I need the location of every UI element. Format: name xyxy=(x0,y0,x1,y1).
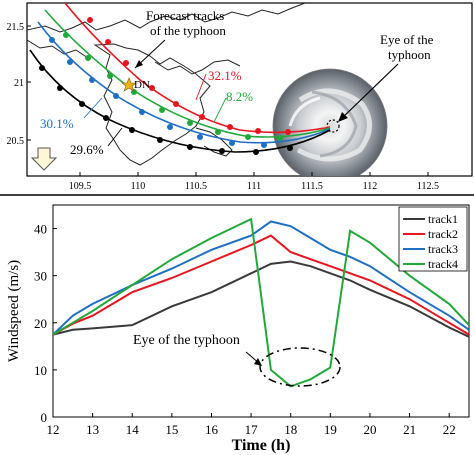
x-tick-label-0: 12 xyxy=(47,422,60,437)
legend-box xyxy=(398,206,468,272)
eye-arrow xyxy=(339,63,399,121)
eye-arrowhead xyxy=(338,112,348,122)
forecast-arrowhead xyxy=(135,60,143,68)
coastline xyxy=(27,3,306,33)
x-tick-label-2: 14 xyxy=(126,422,140,437)
map-xtick-0: 109.5 xyxy=(69,181,92,192)
legend-label-track1: track1 xyxy=(428,212,458,226)
series-lines xyxy=(53,217,469,388)
x-tick-label-3: 15 xyxy=(165,422,178,437)
map-x-axis: 109.5 110 110.5 111 111.5 112 112.5 xyxy=(69,172,439,192)
map-xtick-4: 111.5 xyxy=(301,181,323,192)
dn-marker xyxy=(121,77,137,92)
eye-ellipse xyxy=(259,347,341,387)
pct-leader-blue xyxy=(83,97,103,119)
forecast-label-line1: Forecast tracks xyxy=(146,8,224,23)
coast-fragment-1 xyxy=(154,59,241,75)
x-tick-label-8: 20 xyxy=(363,422,376,437)
forecast-track-green xyxy=(44,9,331,141)
map-xtick-3: 111 xyxy=(247,181,261,192)
x-tick-label-7: 19 xyxy=(324,422,337,437)
map-y-axis: 21.5 21 20.5 xyxy=(7,22,31,147)
coast-fragment-3 xyxy=(27,39,89,59)
typhoon-eye-marker xyxy=(326,119,340,133)
plot-frame xyxy=(52,204,470,418)
forecast-label-line2: of the typhoon xyxy=(150,23,226,38)
eye-label-line1: Eye of the xyxy=(380,32,434,47)
legend-label-track2: track2 xyxy=(428,227,458,241)
forecast-track-black xyxy=(29,49,331,155)
pct-black: 29.6% xyxy=(70,142,104,157)
legend-label-track3: track3 xyxy=(428,242,458,256)
x-tick-label-6: 18 xyxy=(284,422,297,437)
pct-blue: 30.1% xyxy=(40,116,74,131)
pct-green: 8.2% xyxy=(226,89,253,104)
forecast-track-red xyxy=(64,3,331,135)
series-line-track2 xyxy=(53,234,469,336)
y-axis-label: Windspeed (m/s) xyxy=(6,260,22,362)
typhoon-image xyxy=(272,68,388,176)
y-tick-label-4: 40 xyxy=(34,222,47,237)
x-tick-label-5: 17 xyxy=(245,422,259,437)
map-ytick-1: 21 xyxy=(14,78,24,89)
x-axis-label: Time (h) xyxy=(232,437,291,454)
series-line-track3 xyxy=(53,220,469,336)
series-line-track1 xyxy=(53,260,469,338)
pct-leader-red xyxy=(195,73,207,101)
windspeed-chart: 12 13 14 15 16 17 18 19 20 21 22 0 10 20 30 40 Eye of … xyxy=(6,204,470,454)
chart-annotation-arrowhead xyxy=(254,358,262,366)
x-tick-label-1: 13 xyxy=(86,422,99,437)
y-tick-label-2: 20 xyxy=(34,316,47,331)
y-axis: 0 10 20 30 40 xyxy=(34,222,57,425)
map-ytick-2: 20.5 xyxy=(7,136,25,147)
forecast-track-blue xyxy=(37,21,331,148)
x-tick-label-4: 16 xyxy=(205,422,219,437)
x-tick-label-10: 22 xyxy=(443,422,456,437)
y-tick-label-1: 10 xyxy=(34,363,47,378)
y-tick-label-3: 30 xyxy=(34,269,47,284)
map-ytick-0: 21.5 xyxy=(7,22,25,33)
legend-label-track4: track4 xyxy=(428,257,458,271)
series-line-track4 xyxy=(53,217,469,388)
eye-label-line2: typhoon xyxy=(388,47,431,62)
pct-leader-green xyxy=(213,97,227,123)
y-tick-label-0: 0 xyxy=(41,410,48,425)
map-xtick-6: 112.5 xyxy=(417,181,439,192)
down-arrow-icon xyxy=(30,147,58,171)
coast-fragment-2 xyxy=(195,127,233,157)
map-xtick-1: 110 xyxy=(131,181,146,192)
pct-red: 32.1% xyxy=(208,68,242,83)
map-xtick-5: 112 xyxy=(363,181,378,192)
dn-label: DN xyxy=(134,79,150,91)
map-xtick-2: 110.5 xyxy=(185,181,207,192)
pct-leader-black xyxy=(107,127,123,147)
x-tick-label-9: 21 xyxy=(403,422,416,437)
chart-annotation: Eye of the typhoon xyxy=(133,333,240,348)
x-axis: 12 13 14 15 16 17 18 19 20 21 22 xyxy=(47,413,456,437)
peninsula xyxy=(93,43,211,166)
map-panel: DN Forecast tracks of the typhoon 32.1% … xyxy=(7,2,473,192)
